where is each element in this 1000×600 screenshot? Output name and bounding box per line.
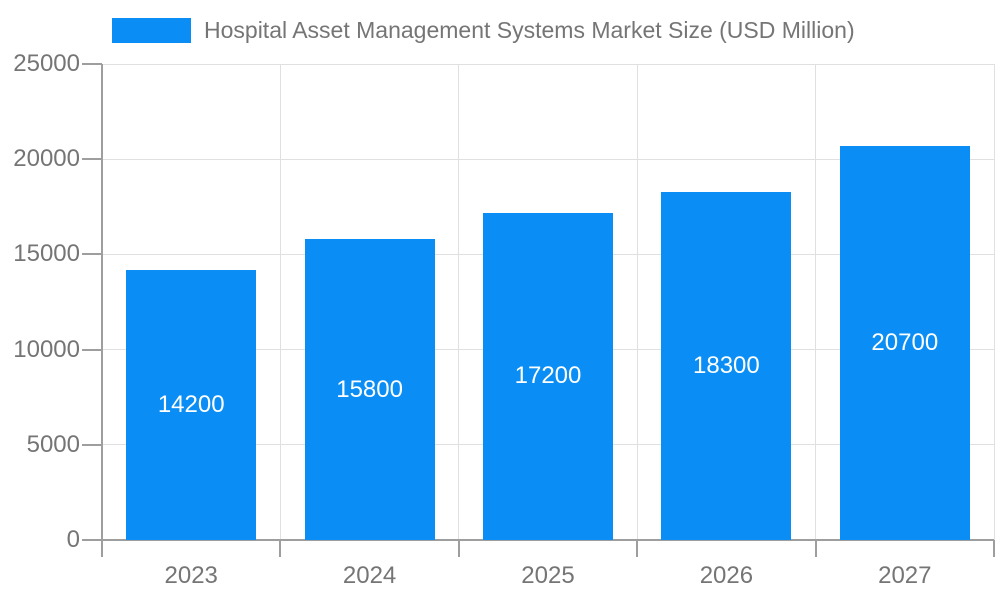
bar — [126, 269, 257, 540]
y-axis-line — [101, 64, 103, 557]
y-tick-label: 10000 — [13, 335, 80, 363]
bar-value-label: 20700 — [871, 328, 939, 356]
bar — [839, 145, 970, 540]
y-axis-tick — [82, 348, 102, 351]
x-tick-label: 2024 — [342, 562, 397, 589]
y-axis-tick — [82, 443, 102, 446]
x-tick-label: 2027 — [878, 562, 932, 589]
legend-label: Hospital Asset Management Systems Market… — [204, 17, 855, 43]
bar — [483, 212, 613, 540]
y-gridline — [102, 158, 994, 160]
x-tick-label: 2026 — [699, 562, 754, 589]
y-axis-tick — [82, 253, 102, 256]
y-tick-label: 25000 — [13, 50, 80, 77]
y-tick-label: 15000 — [13, 240, 80, 268]
x-axis-tick — [814, 540, 817, 557]
y-tick-label: 5000 — [26, 430, 80, 458]
y-tick-label: 20000 — [13, 145, 80, 173]
bar-value-label: 17200 — [514, 362, 582, 390]
y-axis-tick — [82, 63, 102, 65]
bar — [304, 239, 435, 540]
x-gridline — [458, 64, 460, 540]
y-gridline — [102, 63, 994, 65]
x-axis-tick — [457, 540, 460, 557]
x-gridline — [636, 64, 638, 540]
y-axis-tick — [82, 158, 102, 161]
bar — [661, 191, 792, 540]
legend-swatch — [112, 17, 191, 43]
x-gridline — [815, 64, 817, 540]
bar-value-label: 14200 — [157, 390, 225, 418]
y-tick-label: 0 — [66, 526, 80, 553]
x-gridline — [279, 64, 281, 540]
bar-value-label: 15800 — [336, 375, 403, 403]
x-tick-label: 2025 — [521, 562, 575, 589]
x-axis-tick — [636, 540, 639, 557]
x-axis-tick — [279, 540, 282, 557]
x-axis-tick — [993, 540, 995, 557]
bar-value-label: 18300 — [693, 351, 760, 379]
legend[interactable]: Hospital Asset Management Systems Market… — [112, 16, 855, 44]
x-gridline — [993, 64, 995, 540]
x-tick-label: 2023 — [164, 562, 218, 589]
x-axis-line — [82, 539, 994, 541]
